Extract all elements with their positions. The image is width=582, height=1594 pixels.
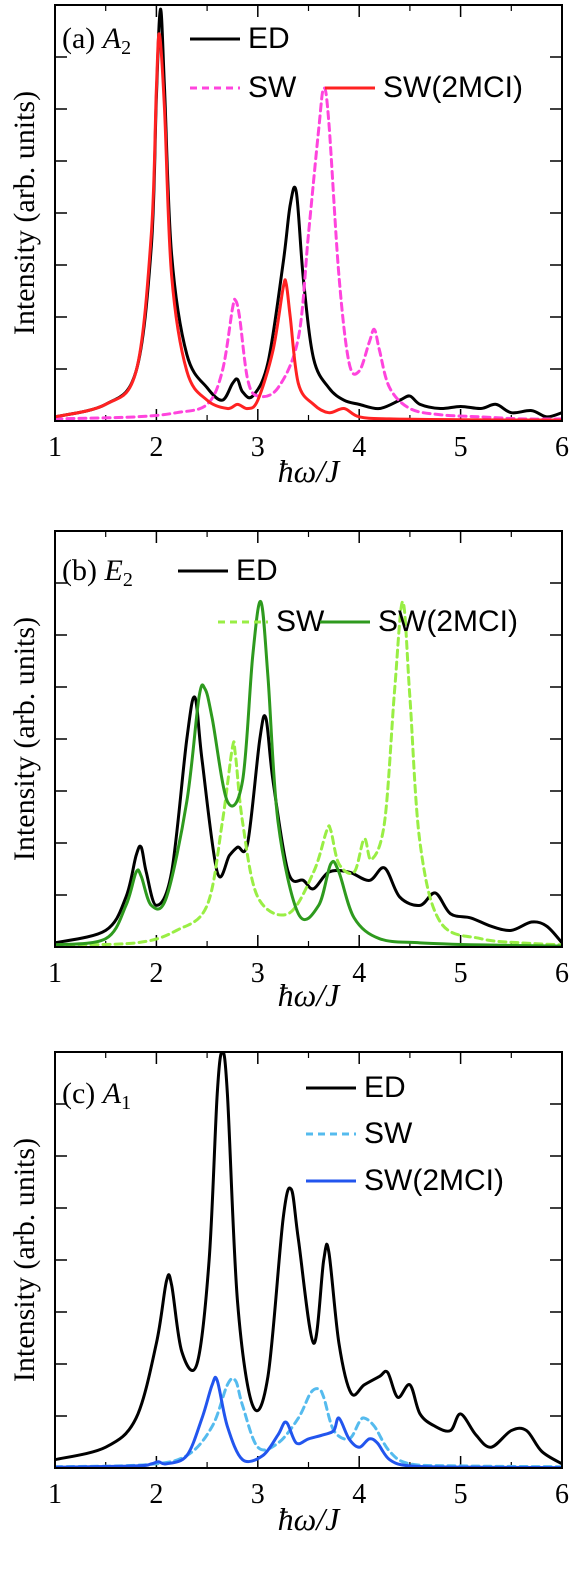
x-tick-label: 3 <box>251 1479 265 1510</box>
panel-label: (b) E2 <box>62 554 133 591</box>
x-tick-label: 3 <box>251 432 265 463</box>
series-line-sw-2mci <box>55 1375 562 1468</box>
x-tick-label: 2 <box>149 1479 163 1510</box>
x-tick-label: 6 <box>555 1479 569 1510</box>
x-tick-label: 4 <box>352 958 366 989</box>
x-tick-label: 3 <box>251 958 265 989</box>
panel-label: (a) A2 <box>62 22 131 59</box>
legend-label: SW <box>276 605 325 638</box>
legend-label: SW(2MCI) <box>378 605 518 638</box>
x-tick-label: 5 <box>454 1479 468 1510</box>
x-tick-label: 2 <box>149 432 163 463</box>
series-line-ed <box>55 1052 562 1466</box>
x-axis-label: ħω/J <box>278 1501 341 1537</box>
series-line-sw <box>55 600 562 947</box>
y-axis-label: Intensity (arb. units) <box>8 91 41 335</box>
y-axis-label: Intensity (arb. units) <box>8 617 41 861</box>
legend-label: SW(2MCI) <box>383 71 523 104</box>
legend-label: SW <box>364 1117 413 1150</box>
x-axis-label: ħω/J <box>278 453 341 489</box>
legend-label: ED <box>248 22 290 55</box>
panel-label: (c) A1 <box>62 1077 131 1114</box>
x-tick-label: 6 <box>555 432 569 463</box>
legend-label: ED <box>364 1071 406 1104</box>
series-line-ed <box>55 7 562 419</box>
legend-label: SW <box>248 71 297 104</box>
series-line-sw-2mci <box>55 32 562 421</box>
series-line-sw <box>55 1376 562 1468</box>
series-line-sw <box>55 86 562 421</box>
legend-label: ED <box>236 554 278 587</box>
y-axis-label: Intensity (arb. units) <box>8 1138 41 1382</box>
panel-b: 1 2 3 4 5 6 (b) E2 ED SW SW(2MCI) ħω/J Intensity (a… <box>8 530 569 1013</box>
legend-label: SW(2MCI) <box>364 1164 504 1197</box>
x-axis-label: ħω/J <box>278 977 341 1013</box>
plot-frame <box>54 4 563 422</box>
x-tick-label: 1 <box>48 958 62 989</box>
plot-frame <box>54 1051 563 1469</box>
series-line-ed <box>55 695 562 945</box>
x-tick-label: 4 <box>352 1479 366 1510</box>
x-tick-label: 1 <box>48 1479 62 1510</box>
x-tick-label: 1 <box>48 432 62 463</box>
x-tick-label: 2 <box>149 958 163 989</box>
x-tick-label: 4 <box>352 432 366 463</box>
series-line-sw-2mci <box>55 600 562 947</box>
x-tick-label: 5 <box>454 958 468 989</box>
plot-frame <box>54 530 563 948</box>
x-tick-label: 6 <box>555 958 569 989</box>
panel-a: 1 2 3 4 5 6 (a) A2 ED SW SW(2MCI) ħω/J Intensity (a… <box>8 4 569 489</box>
x-tick-label: 5 <box>454 432 468 463</box>
panel-c: 1 2 3 4 5 6 (c) A1 ED SW SW(2MCI) ħω/J Intensity (a… <box>8 1051 569 1537</box>
